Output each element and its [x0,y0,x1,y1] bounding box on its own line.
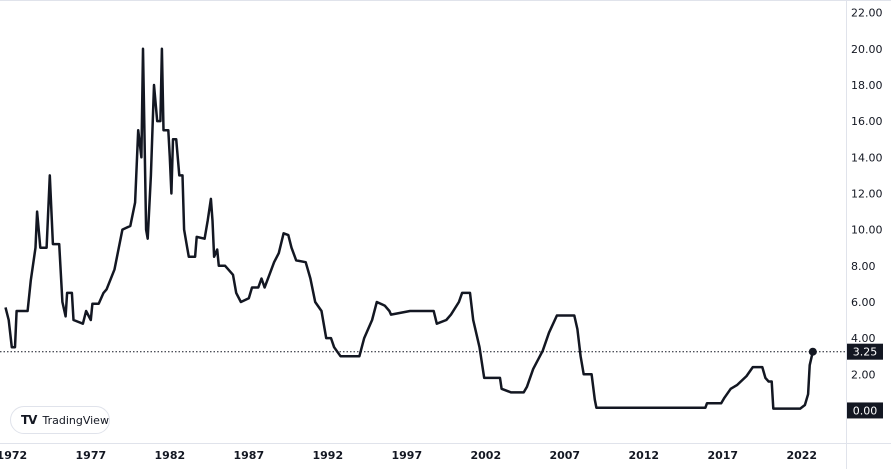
y-tick-label: 22.00 [851,7,883,20]
zero-badge [847,402,883,419]
y-tick-label: 18.00 [851,79,883,92]
x-tick-label: 2012 [628,449,659,462]
tradingview-logo-icon: 𝗧𝗩 [21,413,38,427]
y-tick-label: 8.00 [851,260,876,273]
y-tick-label: 10.00 [851,224,883,237]
y-tick-label: 12.00 [851,187,883,200]
x-tick-label: 1997 [391,449,422,462]
y-tick-label: 20.00 [851,43,883,56]
x-tick-label: 1982 [155,449,186,462]
y-tick-label: 16.00 [851,115,883,128]
tradingview-logo[interactable]: 𝗧𝗩 TradingView [10,406,110,434]
last-value-badge [847,343,883,360]
series-line [4,47,815,410]
x-tick-label: 2007 [549,449,580,462]
x-tick-label: 2022 [786,449,817,462]
x-tick-label: 1992 [313,449,344,462]
logo-text: TradingView [42,413,109,427]
x-tick-label: 1972 [0,449,27,462]
zero-label: 0.00 [853,404,878,417]
last-value-label: 3.25 [853,346,878,359]
y-tick-label: 6.00 [851,296,876,309]
x-tick-label: 2002 [470,449,501,462]
y-tick-label: 2.00 [851,368,876,381]
x-tick-label: 1987 [234,449,265,462]
x-tick-label: 2017 [707,449,738,462]
x-tick-label: 1977 [76,449,107,462]
y-tick-label: 14.00 [851,151,883,164]
y-tick-label: 4.00 [851,332,876,345]
last-value-dot [808,347,817,356]
